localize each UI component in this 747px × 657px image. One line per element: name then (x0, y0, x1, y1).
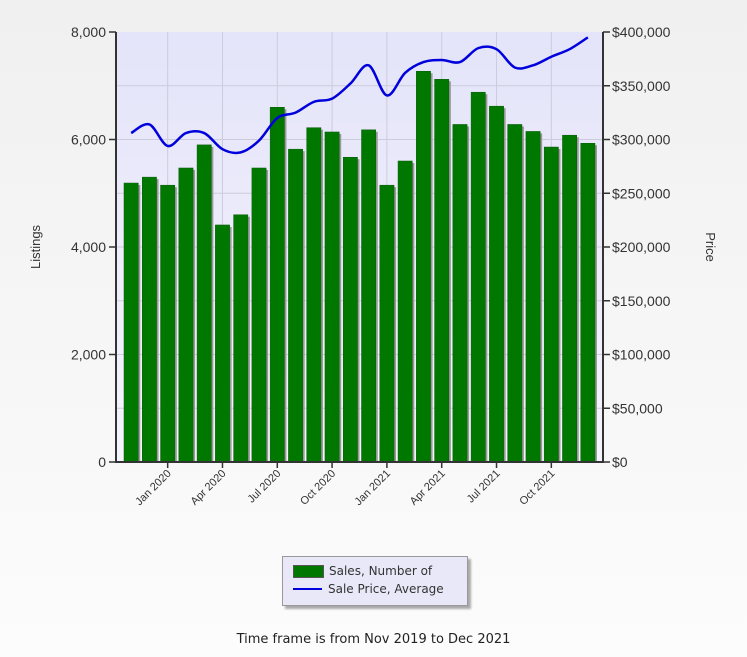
right-tick-label: $150,000 (612, 293, 671, 309)
bar (470, 91, 488, 463)
legend-label-price: Sale Price, Average (328, 582, 444, 596)
left-tick-label: 4,000 (71, 239, 106, 255)
bar (142, 176, 159, 463)
bar (434, 79, 451, 463)
sales-bars (123, 70, 597, 463)
bar (361, 129, 378, 463)
x-tick-label: Apr 2020 (189, 468, 229, 508)
price-line (130, 36, 589, 155)
right-tick-label: $400,000 (612, 24, 671, 40)
x-tick-label: Oct 2020 (298, 468, 338, 508)
right-tick-label: $100,000 (612, 347, 671, 363)
bar (306, 127, 323, 463)
bar (215, 224, 232, 463)
bar (416, 70, 433, 463)
right-tick-label: $200,000 (612, 239, 671, 255)
x-tick-label: Apr 2021 (408, 468, 448, 508)
left-tick-label: 6,000 (71, 132, 106, 148)
bar (507, 124, 524, 463)
right-axis-ticks: $0 $50,000 $100,000 $150,000 $200,000 $250,00… (603, 24, 671, 470)
bar (562, 134, 579, 463)
x-tick-label: Jan 2021 (353, 468, 393, 508)
bar (580, 143, 597, 463)
bar (397, 160, 415, 463)
left-axis-title: Listings (28, 224, 43, 269)
bar (160, 184, 177, 463)
right-tick-label: $250,000 (612, 185, 671, 201)
bar (452, 124, 470, 463)
chart-legend: Sales, Number of Sale Price, Average (282, 556, 468, 606)
left-tick-label: 2,000 (71, 347, 106, 363)
right-axis-title: Price (703, 232, 718, 262)
legend-item-sales: Sales, Number of (293, 562, 432, 580)
time-frame-caption: Time frame is from Nov 2019 to Dec 2021 (236, 632, 511, 647)
bar (196, 144, 214, 463)
bar (233, 214, 250, 463)
bar (269, 107, 287, 463)
left-axis-ticks: 0 2,000 4,000 6,000 8,000 (71, 24, 116, 470)
x-tick-label: Jul 2020 (246, 468, 284, 506)
bar (543, 146, 561, 463)
x-tick-label: Jan 2020 (133, 468, 173, 508)
bar (525, 131, 543, 463)
bar (288, 148, 305, 463)
x-tick-label: Jul 2021 (465, 468, 503, 506)
legend-label-sales: Sales, Number of (329, 564, 433, 578)
legend-item-price: Sale Price, Average (293, 580, 444, 598)
bar (379, 184, 397, 463)
bar (324, 131, 342, 463)
right-tick-label: $0 (612, 454, 628, 470)
x-tick-label: Oct 2021 (517, 468, 557, 508)
right-tick-label: $50,000 (612, 400, 663, 416)
bar (489, 105, 506, 463)
right-tick-label: $300,000 (612, 132, 671, 148)
bar (342, 156, 360, 463)
left-tick-label: 8,000 (71, 24, 106, 40)
right-tick-label: $350,000 (612, 78, 671, 94)
x-axis-ticks: Jan 2020 Apr 2020 Jul 2020 Oct 2020 Jan 2021… (133, 462, 557, 508)
bar (251, 167, 269, 463)
line-swatch-icon (293, 588, 322, 590)
left-tick-label: 0 (98, 454, 106, 470)
bar (123, 182, 141, 463)
bar (178, 167, 196, 463)
bar-swatch-icon (293, 564, 324, 578)
